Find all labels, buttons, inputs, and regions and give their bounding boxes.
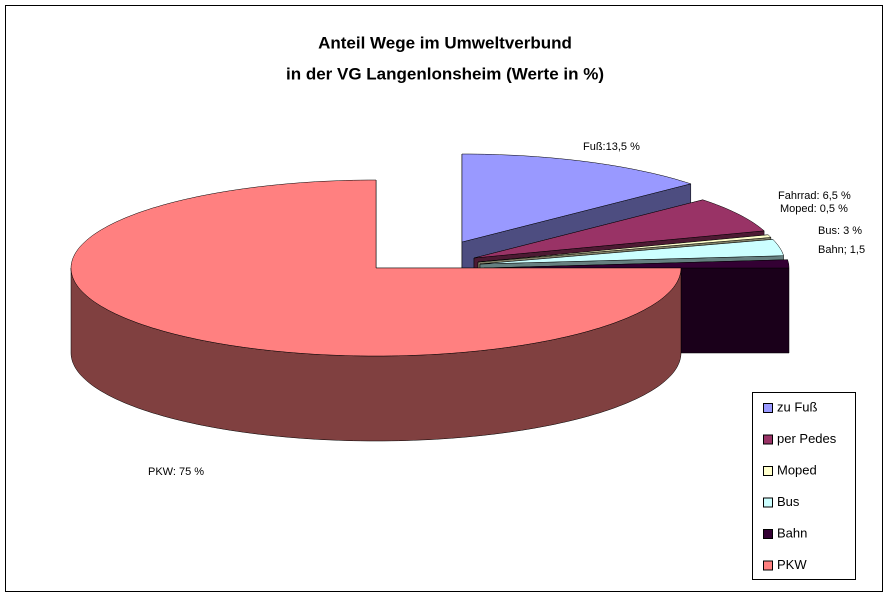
legend-label: Bahn bbox=[777, 525, 807, 540]
legend: zu Fuß per Pedes Moped Bus Bahn PKW bbox=[763, 399, 837, 572]
legend-swatch bbox=[763, 466, 773, 476]
data-label: Fuß:13,5 % bbox=[583, 141, 640, 153]
slice-top bbox=[477, 234, 772, 263]
legend-swatch bbox=[763, 529, 773, 539]
data-label: Fahrrad: 6,5 % bbox=[778, 190, 851, 202]
legend-swatch bbox=[763, 560, 773, 571]
slice-top bbox=[483, 259, 790, 269]
pie bbox=[70, 153, 790, 442]
slice-top bbox=[461, 153, 692, 243]
legend-swatch bbox=[763, 497, 773, 508]
legend-label: zu Fuß bbox=[777, 399, 818, 414]
pie-slice bbox=[70, 179, 682, 442]
chart-title: Anteil Wege im Umweltverbund bbox=[318, 33, 572, 52]
slice-top bbox=[70, 179, 682, 357]
legend-label: PKW bbox=[777, 557, 807, 572]
legend-swatch bbox=[763, 434, 773, 445]
chart-title: in der VG Langenlonsheim (Werte in %) bbox=[286, 64, 604, 83]
data-label: Bus: 3 % bbox=[818, 225, 862, 237]
data-label: Moped: 0,5 % bbox=[780, 203, 848, 215]
legend-label: per Pedes bbox=[777, 431, 837, 446]
legend-box bbox=[752, 392, 856, 580]
legend-label: Bus bbox=[777, 494, 800, 509]
data-label: Bahn; 1,5 bbox=[818, 244, 865, 256]
legend-swatch bbox=[763, 403, 773, 413]
legend-label: Moped bbox=[777, 462, 817, 477]
slice-top bbox=[473, 199, 765, 259]
data-label: PKW: 75 % bbox=[148, 466, 204, 478]
slice-top bbox=[479, 239, 784, 265]
